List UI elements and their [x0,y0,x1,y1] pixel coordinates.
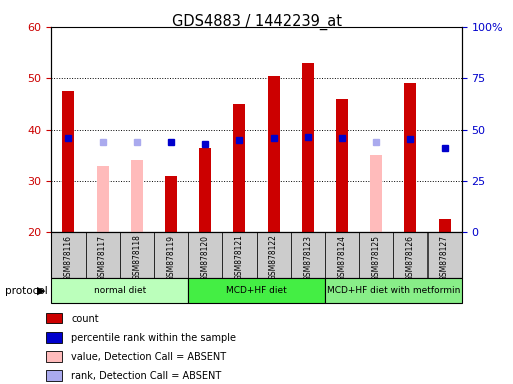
Bar [63,91,74,232]
Bar [131,161,143,232]
Text: GSM878116: GSM878116 [64,235,73,281]
Text: MCD+HF diet: MCD+HF diet [226,286,287,295]
Bar [427,232,462,278]
Bar [404,83,417,232]
Bar [86,232,120,278]
Bar [96,166,109,232]
Bar [393,232,427,278]
Text: percentile rank within the sample: percentile rank within the sample [71,333,236,343]
Bar [46,332,62,343]
Text: rank, Detection Call = ABSENT: rank, Detection Call = ABSENT [71,371,221,381]
Bar [233,104,245,232]
Text: GSM878117: GSM878117 [98,235,107,281]
Text: GSM878126: GSM878126 [406,235,415,281]
Bar [291,232,325,278]
Text: GSM878125: GSM878125 [372,235,381,281]
Bar [256,232,291,278]
Bar [370,155,382,232]
Text: GSM878124: GSM878124 [338,235,346,281]
Bar [439,220,450,232]
Bar [165,176,177,232]
Bar [336,99,348,232]
Text: GSM878118: GSM878118 [132,235,141,280]
Bar [325,278,462,303]
Bar [222,232,256,278]
Text: protocol: protocol [5,286,48,296]
Text: count: count [71,314,98,324]
Bar [268,76,280,232]
Bar [188,278,325,303]
Bar [120,232,154,278]
Text: GSM878122: GSM878122 [269,235,278,280]
Bar [325,232,359,278]
Bar [302,63,314,232]
Text: GSM878123: GSM878123 [303,235,312,281]
Text: GSM878120: GSM878120 [201,235,210,281]
Bar [188,232,222,278]
Text: ▶: ▶ [37,286,46,296]
Bar [46,351,62,362]
Bar [51,278,188,303]
Text: GDS4883 / 1442239_at: GDS4883 / 1442239_at [171,13,342,30]
Bar [46,370,62,381]
Bar [199,147,211,232]
Text: GSM878119: GSM878119 [167,235,175,281]
Text: GSM878121: GSM878121 [235,235,244,280]
Bar [154,232,188,278]
Bar [46,313,62,323]
Bar [359,232,393,278]
Text: normal diet: normal diet [93,286,146,295]
Text: MCD+HF diet with metformin: MCD+HF diet with metformin [327,286,460,295]
Text: value, Detection Call = ABSENT: value, Detection Call = ABSENT [71,352,226,362]
Text: GSM878127: GSM878127 [440,235,449,281]
Bar [51,232,86,278]
